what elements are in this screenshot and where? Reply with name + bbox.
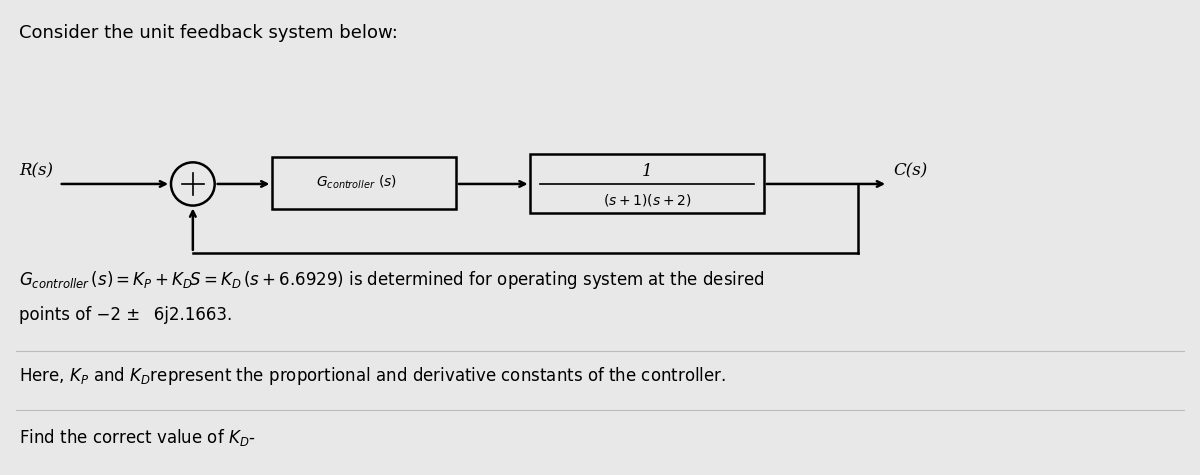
Bar — [530, 154, 764, 213]
Text: C(s): C(s) — [893, 162, 928, 179]
Text: points of −2 ±  6j2.1663.: points of −2 ± 6j2.1663. — [19, 306, 233, 324]
Text: Find the correct value of $K_D$-: Find the correct value of $K_D$- — [19, 427, 256, 447]
Text: $\mathit{G}_{\mathrm{\mathit{controller}}}$ $\mathit{(s)}$: $\mathit{G}_{\mathrm{\mathit{controller}… — [316, 173, 397, 190]
Text: R(s): R(s) — [19, 162, 53, 179]
Text: $G_{\mathit{controller}}$$\,(s) = K_P + K_D\!S = K_D\,(s + 6.6929)$ is determine: $G_{\mathit{controller}}$$\,(s) = K_P + … — [19, 269, 764, 292]
Text: $\mathit{(s+1)(s+2)}$: $\mathit{(s+1)(s+2)}$ — [602, 192, 691, 208]
Bar — [272, 157, 456, 209]
Text: 1: 1 — [642, 162, 653, 180]
Text: Consider the unit feedback system below:: Consider the unit feedback system below: — [19, 24, 398, 42]
Text: Here, $K_P$ and $K_D$represent the proportional and derivative constants of the : Here, $K_P$ and $K_D$represent the propo… — [19, 365, 726, 387]
